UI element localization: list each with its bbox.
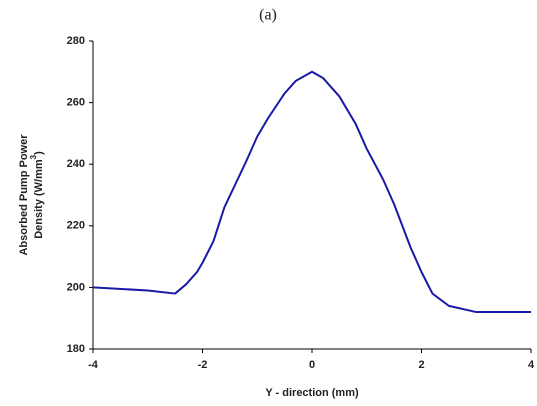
y-tick-label: 200 [67,281,85,293]
x-tick-label: 2 [418,359,424,371]
x-tick-label: -4 [88,359,99,371]
y-axis-label: Absorbed Pump Power Density (W/mm3) [18,134,45,256]
x-tick-label: 4 [528,359,535,371]
y-label-line: Absorbed Pump Power [18,134,30,256]
y-label-line: Density (W/mm3) [29,151,45,239]
x-tick-label: 0 [309,359,315,371]
y-tick-label: 240 [67,158,85,170]
y-tick-label: 280 [67,35,85,47]
y-tick-label: 260 [67,97,85,109]
line [92,70,531,314]
y-label-text: ) [33,151,45,155]
y-label-sup: 3 [29,154,38,159]
x-axis-label: Y - direction (mm) [265,387,359,399]
y-tick-label: 220 [67,220,85,232]
y-tick-label: 180 [67,343,85,355]
x-tick-label: -2 [198,359,208,371]
chart-title: (a) [259,7,277,24]
y-label-text: Density (W/mm [33,159,45,239]
